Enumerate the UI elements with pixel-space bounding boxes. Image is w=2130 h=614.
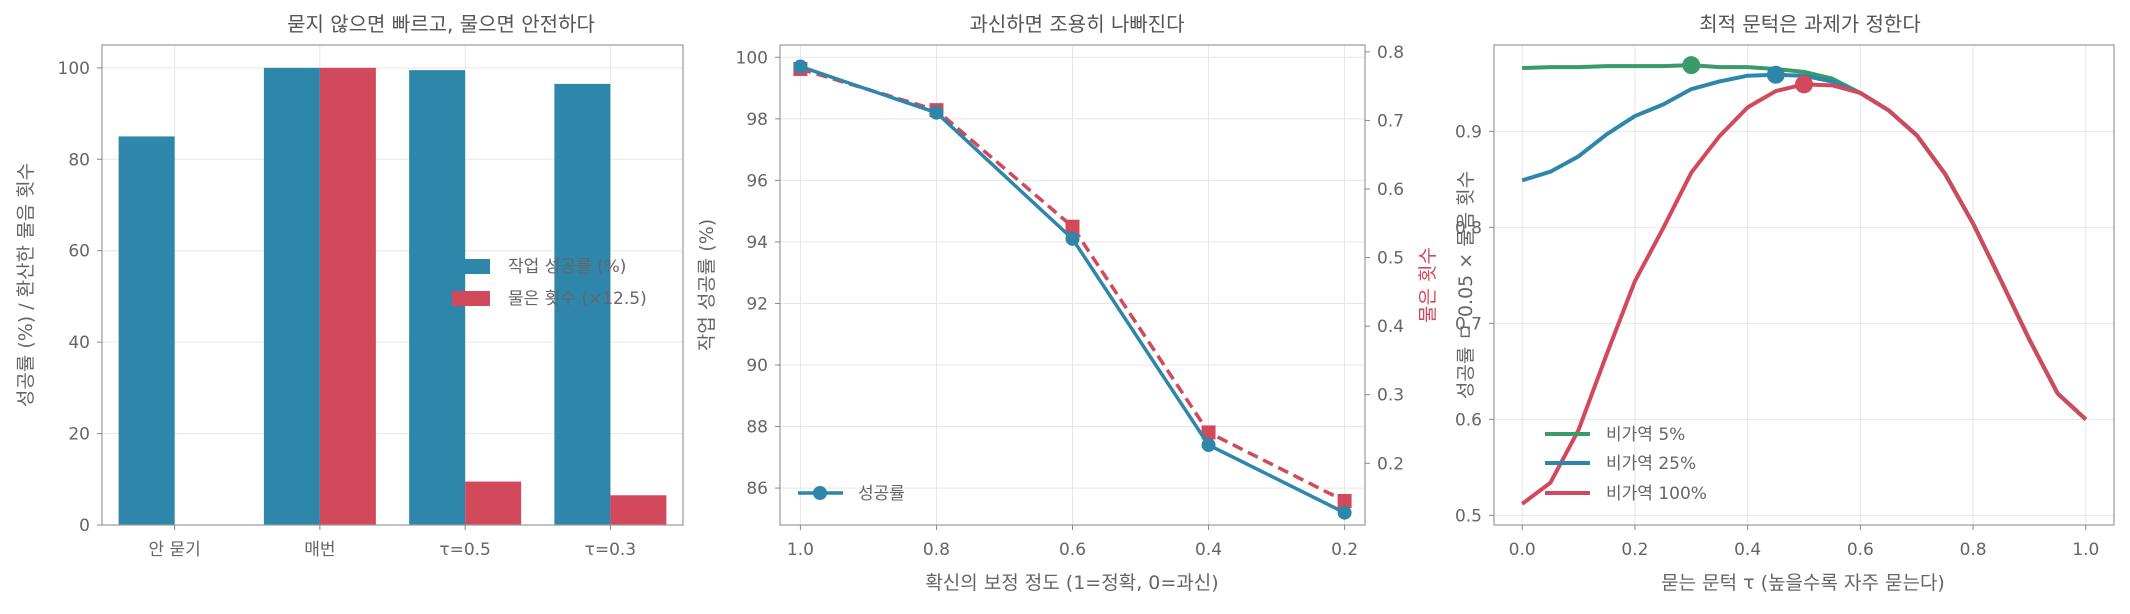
legend-label-success-rate: 성공률 [858,484,905,504]
y-tick-label: 0.8 [1455,218,1482,238]
panel-3-lines [1520,56,2088,506]
y-tick-label: 20 [68,425,90,445]
y-right-tick-label: 0.8 [1377,43,1404,63]
success-marker [929,105,944,120]
bar [554,83,611,525]
y-tick-label: 92 [746,294,768,314]
y-tick-label: 86 [746,479,768,499]
x-tick-label: 매번 [304,540,335,560]
y-right-tick-label: 0.3 [1377,386,1404,406]
panel-3-grid [1494,45,2114,525]
y-tick-label: 0 [79,516,90,536]
y-right-tick-label: 0.4 [1377,317,1404,337]
panel-3-title: 최적 문턱은 과제가 정한다 [1699,12,1920,36]
panel-2-y-ticks-right: 0.2 0.3 0.4 0.5 0.6 0.7 0.8 [1365,43,1404,474]
legend-swatch-success [452,259,490,274]
y-tick-label: 0.7 [1455,314,1482,334]
panel-3-x-axis-label: 묻는 문턱 τ (높을수록 자주 묻는다) [1661,572,1945,594]
panel-1-frame [101,44,684,526]
y-tick-label: 40 [68,333,90,353]
panel-3-x-ticks: 0.0 0.2 0.4 0.6 0.8 1.0 [1509,525,2099,560]
y-tick-label: 60 [68,242,90,262]
x-tick-label: 1.0 [2072,540,2099,560]
x-tick-label: 0.6 [1059,540,1086,560]
optimum-marker-1 [1766,65,1785,84]
x-tick-label: τ=0.5 [439,540,491,560]
success-marker [1201,438,1216,452]
y-right-tick-label: 0.5 [1377,249,1404,269]
panel-2-y-ticks-left: 86 88 90 92 94 96 98 100 [736,48,780,499]
panel-1-legend: 작업 성공률 (%) 물은 횟수 (×12.5) [452,257,647,309]
y-tick-label: 80 [68,150,90,170]
y-tick-label: 90 [746,356,768,376]
panel-2-y-axis-label: 작업 성공률 (%) [696,219,718,351]
panel-1-bars [118,67,667,526]
legend-label-irrev-25: 비가역 25% [1606,454,1696,474]
panel-1-title: 묻지 않으면 빠르고, 물으면 안전하다 [287,12,595,36]
y-right-tick-label: 0.7 [1377,111,1404,131]
y-tick-label: 96 [746,171,768,191]
y-right-tick-label: 0.2 [1377,454,1404,474]
y-tick-label: 100 [736,48,768,68]
series-line-0 [1522,63,2088,421]
legend-label-asks: 물은 횟수 (×12.5) [508,289,647,309]
x-tick-label: τ=0.3 [585,540,637,560]
x-tick-label: 0.8 [1960,540,1987,560]
y-tick-label: 94 [746,233,768,253]
panel-2-grid [780,45,1365,525]
panel-2-lines [793,59,1352,520]
x-tick-label: 1.0 [787,540,814,560]
optimum-marker-0 [1682,56,1701,75]
legend-label-irrev-5: 비가역 5% [1606,425,1685,445]
legend-label-success: 작업 성공률 (%) [508,257,626,277]
y-tick-label: 100 [58,59,90,79]
panel-2-x-axis-label: 확신의 보정 정도 (1=정확, 0=과신) [925,572,1218,594]
legend-swatch-asks [452,291,490,306]
optimum-marker-2 [1795,75,1813,94]
asks-marker [1337,494,1352,508]
y-tick-label: 0.6 [1455,410,1482,430]
legend-label-irrev-100: 비가역 100% [1606,484,1707,504]
panel-1-y-ticks: 0 20 40 60 80 100 [58,59,102,536]
x-tick-label: 안 묻기 [148,540,200,560]
y-tick-label: 88 [746,418,768,438]
panel-2-title: 과신하면 조용히 나빠진다 [969,12,1184,36]
bar [610,495,667,525]
panel-1-y-axis-label: 성공률 (%) / 환산한 물음 횟수 [15,163,37,407]
panel-1: 묻지 않으면 빠르고, 물으면 안전하다 0 20 40 60 80 100 안 묻기 매번… [15,12,684,560]
x-tick-label: 0.2 [1621,540,1648,560]
panel-3-y-ticks: 0.5 0.6 0.7 0.8 0.9 [1455,122,1494,526]
legend-marker-success [813,486,827,500]
x-tick-label: 0.4 [1734,540,1761,560]
panel-1-x-ticks: 안 묻기 매번 τ=0.5 τ=0.3 [148,525,636,560]
y-right-tick-label: 0.6 [1377,180,1404,200]
bar [263,67,320,525]
bar [465,481,522,525]
success-marker [793,59,808,74]
panel-3: 최적 문턱은 과제가 정한다 0.5 0.6 0.7 0.8 0.9 0.0 0.2 0.4… [1455,12,2115,594]
panel-2-y-axis-label-right: 물은 횟수 [1417,247,1439,323]
success-marker [1337,505,1352,520]
x-tick-label: 0.4 [1195,540,1222,560]
asks-marker [1201,425,1216,440]
x-tick-label: 0.0 [1509,540,1536,560]
panel-2-x-ticks: 1.0 0.8 0.6 0.4 0.2 [787,525,1358,560]
y-tick-label: 98 [746,110,768,130]
panel-2-legend: 성공률 [798,484,905,504]
x-tick-label: 0.6 [1847,540,1874,560]
panel-3-frame [1493,44,2115,526]
y-tick-label: 0.5 [1455,506,1482,526]
success-marker [1065,231,1080,246]
panel-3-legend: 비가역 5% 비가역 25% 비가역 100% [1545,425,1707,504]
bar [319,67,376,525]
x-tick-label: 0.8 [923,540,950,560]
series-line-1 [1521,72,2088,421]
y-tick-label: 0.9 [1455,122,1482,142]
asks-marker [1065,219,1080,234]
x-tick-label: 0.2 [1331,540,1358,560]
bar [118,136,175,525]
panel-3-y-axis-label: 성공률 ㅁ 0.05 × 물음 횟수 [1455,171,1477,399]
